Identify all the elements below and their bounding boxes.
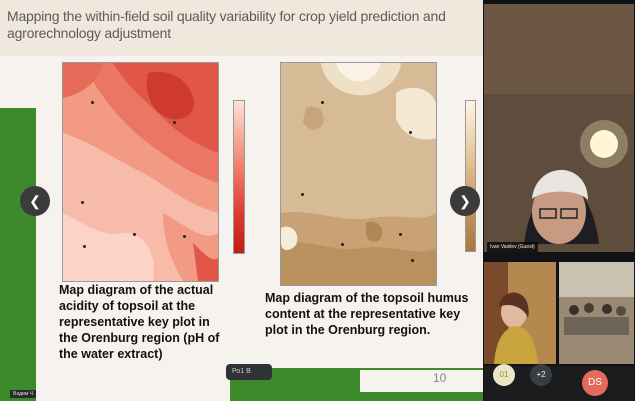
- acidity-map: [62, 62, 219, 282]
- participant-tile-2-video: [559, 262, 634, 364]
- presentation-slide: Mapping the within-field soil quality va…: [0, 0, 483, 401]
- sample-point: [133, 233, 136, 236]
- presenter-toolbar[interactable]: Ро1 В: [226, 364, 272, 380]
- participant-avatar-ds[interactable]: DS: [582, 370, 608, 396]
- sample-point: [409, 131, 412, 134]
- acidity-colorbar: [233, 100, 245, 254]
- sample-point: [321, 101, 324, 104]
- participant-name-tag: Ivan Vasilev (Guest): [487, 242, 538, 252]
- sample-point: [411, 259, 414, 262]
- sample-point: [173, 121, 176, 124]
- slide-title: Mapping the within-field soil quality va…: [7, 8, 446, 41]
- green-accent-left: [0, 108, 36, 401]
- sample-point: [83, 245, 86, 248]
- participant-tile-1[interactable]: [484, 262, 556, 364]
- acidity-contours: [63, 63, 218, 281]
- participant-tile-2[interactable]: [559, 262, 634, 364]
- sample-point: [81, 201, 84, 204]
- more-participants-button[interactable]: +2: [530, 364, 552, 386]
- humus-map: [280, 62, 437, 286]
- main-participant-video[interactable]: Ivan Vasilev (Guest): [484, 4, 634, 252]
- slide-page-number: 10: [433, 371, 447, 385]
- humus-contours: [281, 63, 436, 285]
- next-slide-button[interactable]: ❯: [450, 186, 480, 216]
- previous-slide-button[interactable]: ❮: [20, 186, 50, 216]
- participant-avatar-01[interactable]: 01: [493, 364, 515, 386]
- presenter-label: Вадим Ч: [10, 390, 36, 398]
- humus-colorbar: [465, 100, 476, 252]
- slide-title-bar: Mapping the within-field soil quality va…: [0, 0, 483, 56]
- sample-point: [91, 101, 94, 104]
- sample-point: [341, 243, 344, 246]
- participant-tile-1-video: [484, 262, 556, 364]
- sample-point: [301, 193, 304, 196]
- sample-point: [399, 233, 402, 236]
- page-number-strip: [360, 370, 483, 392]
- participant-video-frame: [484, 4, 634, 252]
- sample-point: [183, 235, 186, 238]
- caption-acidity: Map diagram of the actual acidity of top…: [59, 283, 220, 361]
- caption-humus: Map diagram of the topsoil humus content…: [265, 291, 469, 337]
